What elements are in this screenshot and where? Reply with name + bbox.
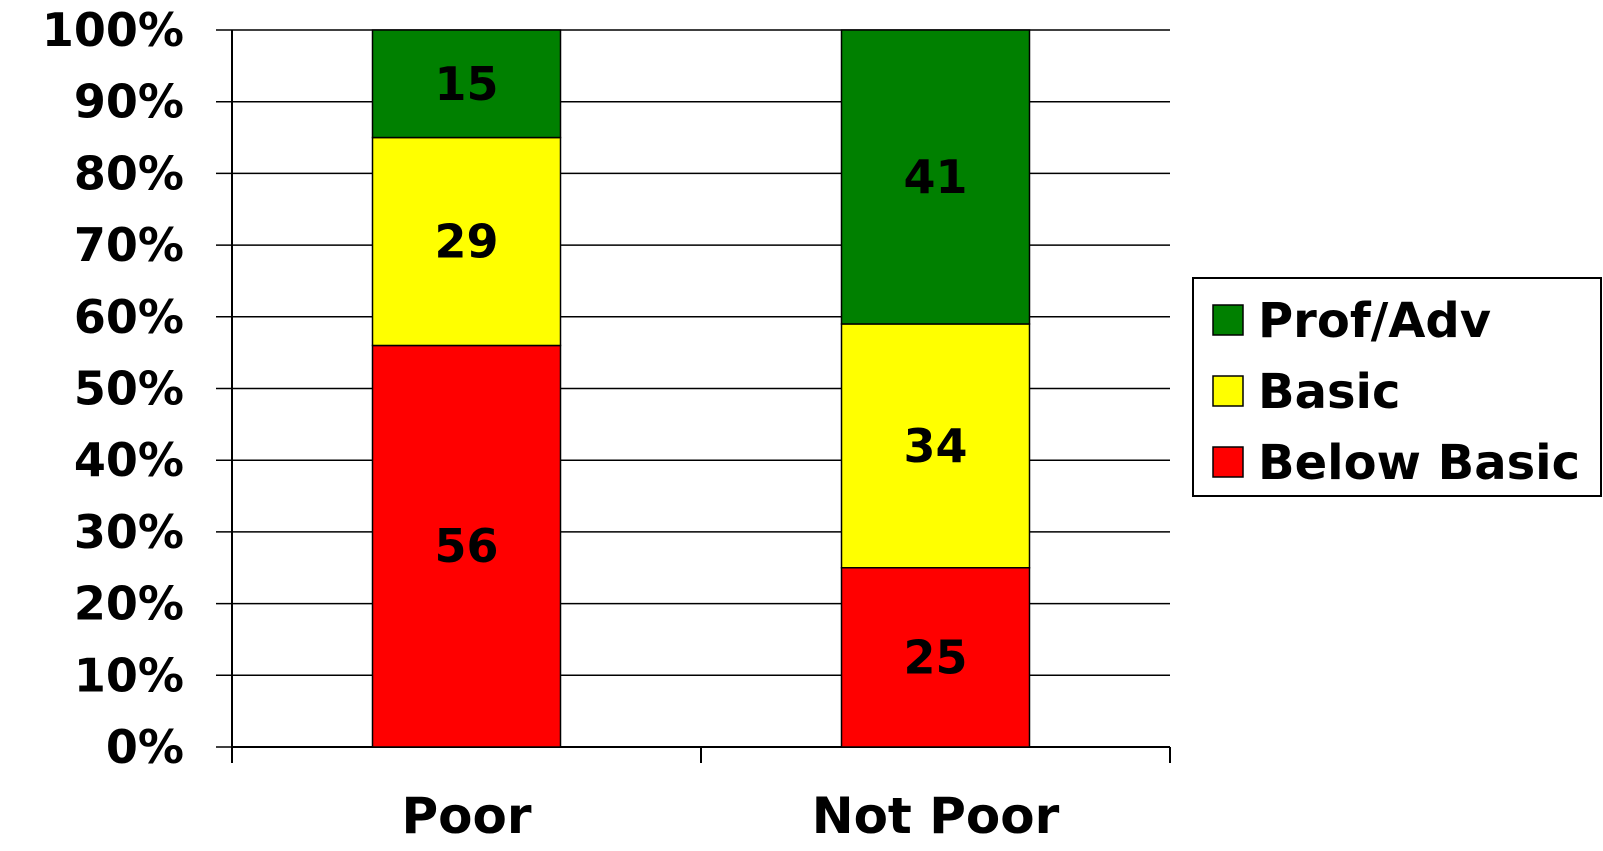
y-tick-label: 20% (74, 577, 184, 631)
legend-label: Basic (1258, 364, 1400, 420)
legend-swatch (1212, 446, 1244, 478)
y-tick-label: 50% (74, 362, 184, 416)
legend-label: Prof/Adv (1258, 293, 1491, 349)
bar-segment (840, 29, 1031, 325)
y-tick-label: 40% (74, 433, 184, 487)
legend-swatch (1212, 304, 1244, 336)
x-tick-label: Not Poor (812, 787, 1060, 845)
data-label: 41 (903, 150, 967, 204)
data-label: 34 (903, 419, 967, 473)
x-tick-labels: Poor Not Poor (401, 787, 1059, 845)
data-label: 25 (903, 630, 967, 684)
x-tick-label: Poor (401, 787, 531, 845)
legend-swatch (1212, 375, 1244, 407)
bar-segment (371, 29, 562, 139)
data-label: 56 (434, 519, 498, 573)
y-tick-label: 0% (106, 720, 184, 774)
bar-segment (371, 344, 562, 748)
bar-segment (840, 323, 1031, 569)
legend-box (1192, 277, 1602, 497)
legend-label: Below Basic (1258, 435, 1580, 491)
y-tick-label: 90% (74, 75, 184, 129)
y-tick-labels: 0% 10% 20% 30% 40% 50% 60% 70% 80% 90% 100% (42, 3, 184, 774)
y-tick-label: 10% (74, 648, 184, 702)
y-tick-label: 60% (74, 290, 184, 344)
y-tick-label: 80% (74, 146, 184, 200)
legend: Prof/Adv Basic Below Basic (1192, 277, 1602, 497)
y-tick-label: 100% (42, 3, 184, 57)
data-label: 15 (434, 57, 498, 111)
y-tick-label: 30% (74, 505, 184, 559)
bar-segment (371, 136, 562, 347)
y-tick-label: 70% (74, 218, 184, 272)
data-label: 29 (434, 215, 498, 269)
bar-segment (840, 567, 1031, 748)
bars: 56 29 15 25 34 41 (371, 29, 1031, 748)
